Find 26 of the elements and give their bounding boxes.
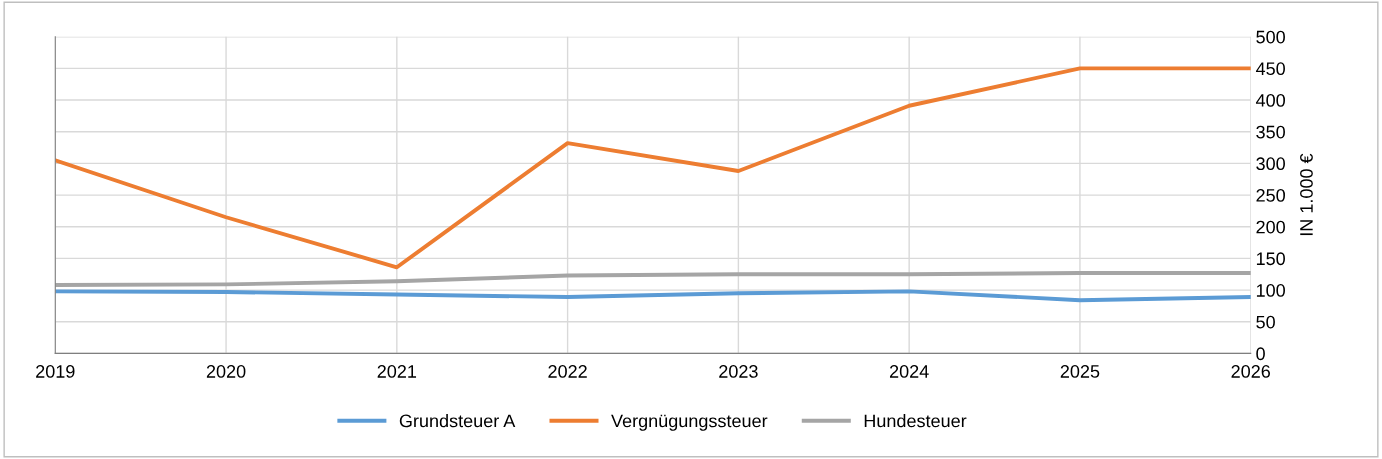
y-tick-label: 500	[1256, 30, 1285, 44]
x-tick-label: 2024	[889, 365, 929, 378]
x-tick-label: 2020	[206, 365, 246, 378]
line-series	[55, 271, 1251, 287]
y-tick-label: 0	[1256, 347, 1265, 361]
legend-label: Grundsteuer A	[399, 414, 516, 428]
y-tick-label: 50	[1256, 315, 1275, 329]
legend-label: Hundesteuer	[864, 414, 967, 428]
x-tick-label: 2019	[36, 365, 75, 378]
y-tick-label: 450	[1255, 62, 1285, 76]
line-series	[55, 66, 1251, 270]
y-tick-label: 200	[1256, 220, 1285, 234]
y-axis-title: IN 1.000 €	[1300, 153, 1313, 236]
y-tick-label: 300	[1256, 157, 1285, 171]
line-series	[55, 289, 1251, 303]
x-tick-label: 2026	[1231, 365, 1270, 378]
x-tick-label: 2022	[548, 365, 587, 378]
y-tick-label: 400	[1255, 94, 1285, 107]
y-tick-label: 350	[1256, 125, 1285, 139]
legend-label: Vergnügungssteuer	[611, 414, 768, 431]
y-tick-label: 100	[1256, 284, 1285, 297]
x-tick-label: 2023	[719, 365, 758, 378]
y-tick-label: 250	[1256, 189, 1285, 202]
x-tick-label: 2025	[1060, 365, 1100, 378]
x-tick-label: 2021	[377, 365, 417, 378]
y-tick-label: 150	[1256, 252, 1285, 266]
